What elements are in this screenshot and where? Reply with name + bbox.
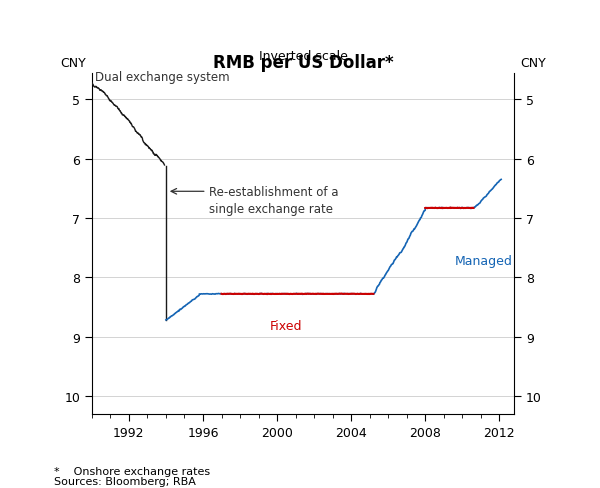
Text: Managed: Managed: [455, 254, 513, 267]
Text: Inverted scale: Inverted scale: [259, 50, 347, 63]
Text: *    Onshore exchange rates: * Onshore exchange rates: [54, 466, 210, 476]
Text: Sources: Bloomberg; RBA: Sources: Bloomberg; RBA: [54, 476, 196, 486]
Title: RMB per US Dollar*: RMB per US Dollar*: [212, 54, 394, 72]
Text: CNY: CNY: [60, 57, 86, 70]
Text: Re-establishment of a
single exchange rate: Re-establishment of a single exchange ra…: [209, 186, 338, 216]
Text: Fixed: Fixed: [270, 319, 302, 332]
Text: Dual exchange system: Dual exchange system: [95, 70, 229, 83]
Text: CNY: CNY: [520, 57, 546, 70]
